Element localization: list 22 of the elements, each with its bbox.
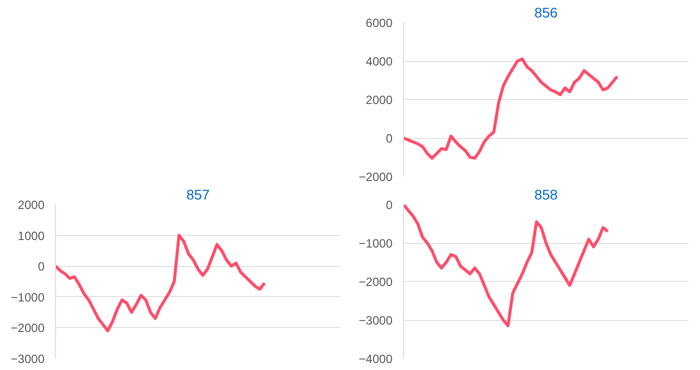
- y-tick-label: −3000: [10, 352, 45, 366]
- y-tick-label: 0: [386, 198, 393, 212]
- y-tick-label: −2000: [10, 321, 45, 336]
- y-tick-label: −3000: [358, 314, 393, 328]
- y-tick-label: −1000: [10, 290, 45, 304]
- y-tick-label: 0: [38, 260, 45, 274]
- line-series: [56, 234, 266, 332]
- line-series: [404, 58, 619, 160]
- y-tick-label: 2000: [18, 198, 45, 212]
- line-series: [404, 204, 610, 328]
- y-tick-label: −2000: [358, 170, 393, 184]
- y-tick-label: 2000: [366, 93, 393, 107]
- chart-title: 856: [534, 4, 558, 20]
- y-tick-label: −2000: [358, 275, 393, 289]
- chart-title: 857: [186, 186, 210, 202]
- y-tick-label: 6000: [366, 16, 393, 30]
- y-tick-label: 0: [386, 132, 393, 146]
- chart-title: 858: [534, 186, 558, 202]
- y-tick-label: −1000: [358, 236, 393, 250]
- y-tick-label: −4000: [358, 352, 393, 366]
- y-tick-label: 4000: [366, 54, 393, 68]
- y-tick-label: 1000: [18, 228, 45, 243]
